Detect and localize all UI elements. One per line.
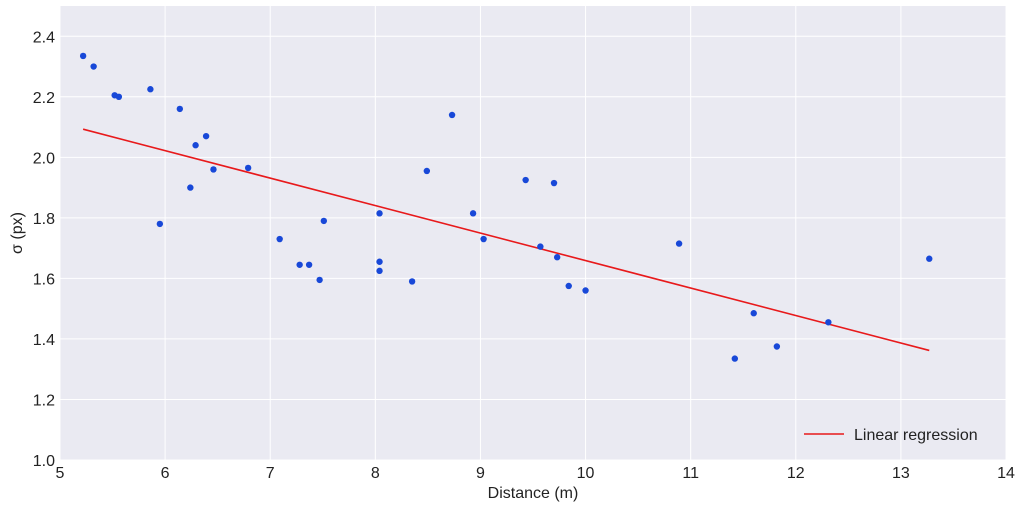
data-point bbox=[187, 184, 194, 191]
data-point bbox=[147, 86, 154, 93]
data-point bbox=[296, 261, 303, 268]
regression-line bbox=[82, 128, 930, 352]
data-point bbox=[376, 258, 383, 265]
x-tick-label: 7 bbox=[266, 465, 275, 482]
data-point bbox=[423, 167, 431, 175]
data-point bbox=[376, 267, 383, 275]
data-point bbox=[825, 319, 832, 326]
y-tick-label: 1.8 bbox=[33, 211, 55, 228]
legend-label: Linear regression bbox=[854, 427, 978, 444]
data-point bbox=[773, 343, 781, 350]
data-point bbox=[750, 310, 757, 317]
data-point bbox=[550, 179, 558, 187]
data-point bbox=[79, 52, 87, 60]
data-point bbox=[565, 282, 572, 290]
x-tick-label: 6 bbox=[161, 465, 170, 482]
x-tick-label: 13 bbox=[892, 465, 910, 482]
x-tick-label: 9 bbox=[476, 465, 485, 482]
x-tick-label: 11 bbox=[682, 465, 699, 482]
data-point bbox=[202, 132, 210, 140]
data-point bbox=[408, 278, 416, 285]
y-tick-label: 1.0 bbox=[33, 453, 55, 470]
x-tick-labels: 5 6 7 8 9 10 11 12 13 14 bbox=[56, 465, 1015, 482]
data-point bbox=[675, 240, 683, 247]
data-point bbox=[316, 276, 323, 284]
data-point bbox=[192, 142, 199, 149]
data-point bbox=[156, 220, 164, 228]
x-tick-label: 5 bbox=[56, 465, 65, 482]
y-tick-label: 1.4 bbox=[33, 332, 55, 349]
data-point bbox=[537, 243, 544, 250]
data-point bbox=[448, 111, 456, 119]
data-point bbox=[469, 210, 477, 217]
x-tick-label: 14 bbox=[997, 465, 1015, 482]
y-tick-label: 2.2 bbox=[33, 90, 55, 107]
y-tick-labels: 1.0 1.2 1.4 1.6 1.8 2.0 2.2 2.4 bbox=[33, 29, 55, 470]
y-tick-label: 2.4 bbox=[33, 29, 55, 46]
x-tick-label: 12 bbox=[787, 465, 805, 482]
data-point bbox=[176, 105, 184, 113]
data-point bbox=[480, 235, 487, 243]
data-point bbox=[210, 166, 217, 173]
data-points bbox=[79, 52, 933, 362]
grid-lines bbox=[59, 6, 1007, 461]
data-point bbox=[276, 235, 283, 243]
data-point bbox=[376, 210, 383, 217]
y-tick-label: 2.0 bbox=[33, 150, 55, 167]
x-axis-label: Distance (m) bbox=[488, 485, 579, 502]
data-point bbox=[115, 93, 123, 101]
data-point bbox=[926, 255, 933, 262]
regression-line-group bbox=[82, 128, 930, 352]
data-point bbox=[320, 217, 328, 225]
y-tick-label: 1.2 bbox=[33, 392, 55, 409]
y-tick-label: 1.6 bbox=[33, 271, 55, 288]
x-tick-label: 8 bbox=[371, 465, 380, 482]
legend: Linear regression bbox=[804, 427, 978, 444]
data-point bbox=[582, 287, 589, 294]
data-point bbox=[522, 176, 529, 184]
data-point bbox=[731, 355, 739, 362]
y-axis-label: σ (px) bbox=[9, 212, 26, 254]
data-point bbox=[305, 261, 313, 268]
data-point bbox=[244, 164, 252, 172]
x-tick-label: 10 bbox=[577, 465, 595, 482]
data-point bbox=[90, 63, 97, 70]
plot-background bbox=[60, 6, 1006, 460]
data-point bbox=[553, 254, 561, 261]
